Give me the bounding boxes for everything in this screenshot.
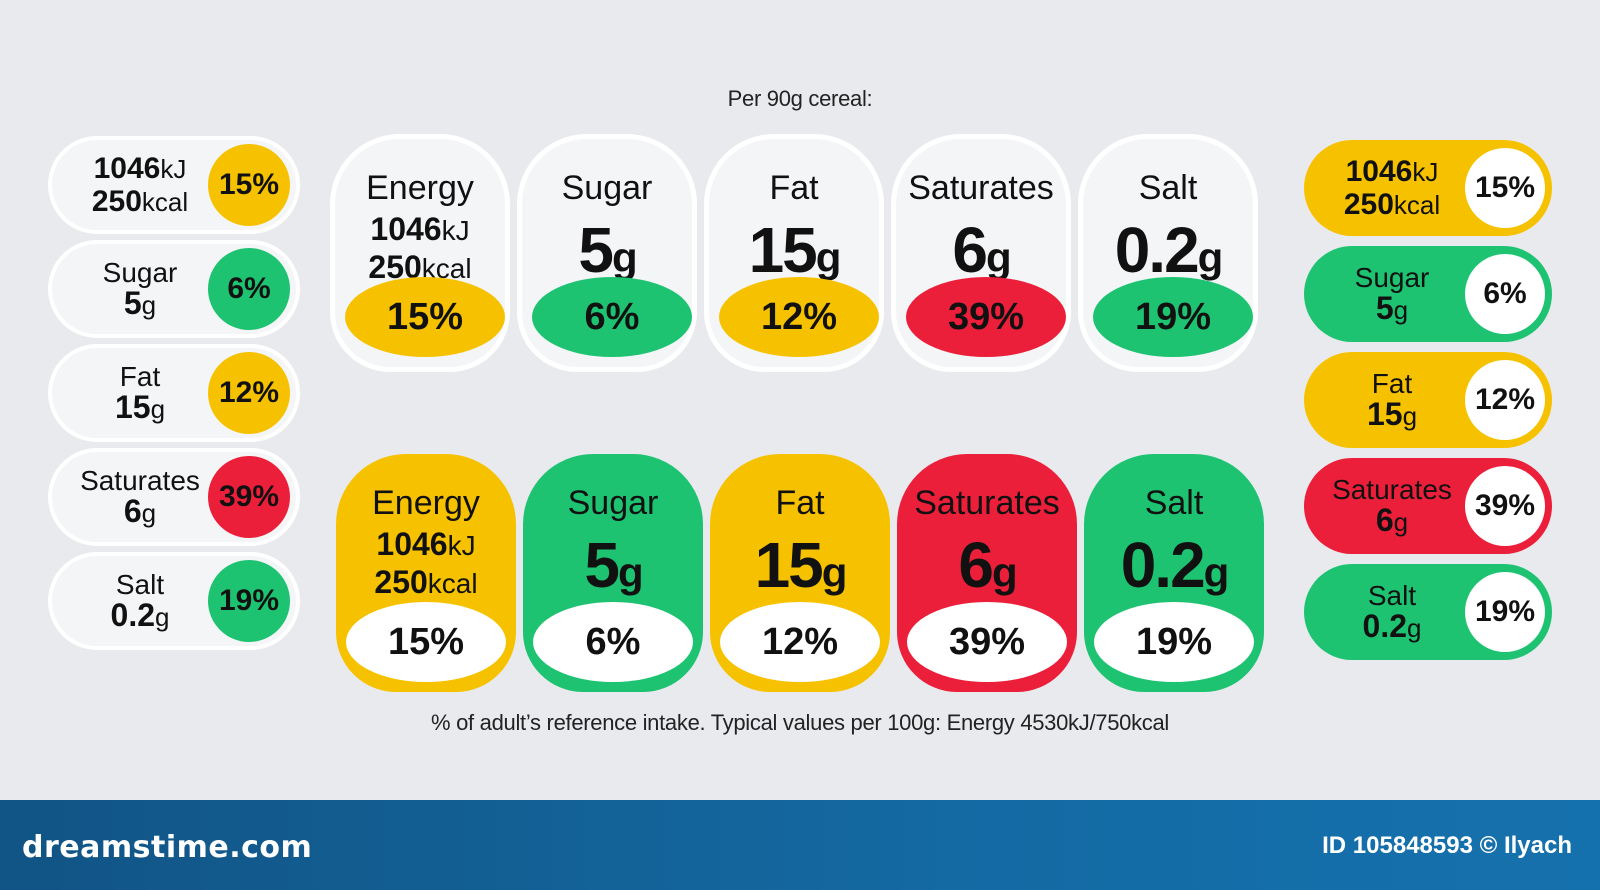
fat-percent-oval: 12% bbox=[720, 602, 880, 682]
watermark-banner: dreamstime.com ID 105848593 © Ilyach bbox=[0, 800, 1600, 890]
energy-kj: 1046kJ bbox=[93, 152, 187, 185]
outline-saturates-tile: Saturates 6g 39% bbox=[891, 134, 1071, 372]
salt-percent-oval: 19% bbox=[1093, 277, 1253, 357]
salt-value: 0.2g bbox=[1120, 529, 1230, 601]
saturates-name: Saturates bbox=[1332, 473, 1452, 505]
right-saturates-pill: Saturates 6g 39% bbox=[1304, 458, 1552, 554]
fat-value: 15g bbox=[1366, 395, 1418, 432]
saturates-name: Saturates bbox=[80, 464, 200, 496]
energy-values: 1046kJ 250kcal bbox=[368, 211, 472, 285]
fat-name: Fat bbox=[119, 360, 161, 392]
sugar-name: Sugar bbox=[561, 169, 653, 207]
outline-sugar-tile: Sugar 5g 6% bbox=[517, 134, 697, 372]
saturates-value: 6g bbox=[1375, 501, 1409, 538]
salt-value: 0.2g bbox=[1114, 214, 1224, 286]
salt-name: Salt bbox=[1144, 484, 1204, 522]
salt-name: Salt bbox=[115, 568, 165, 600]
sugar-value: 5g bbox=[123, 284, 157, 321]
sugar-name: Sugar bbox=[1354, 261, 1430, 293]
energy-name: Energy bbox=[366, 169, 474, 207]
filled-saturates-tile: Saturates 6g 39% bbox=[897, 454, 1077, 692]
fat-percent-circle: 12% bbox=[208, 352, 290, 434]
sugar-name: Sugar bbox=[567, 484, 659, 522]
energy-percent-oval: 15% bbox=[345, 277, 505, 357]
salt-name: Salt bbox=[1138, 169, 1198, 207]
sugar-value: 5g bbox=[584, 529, 643, 601]
salt-value: 0.2g bbox=[110, 596, 170, 633]
filled-fat-tile: Fat 15g 12% bbox=[710, 454, 890, 692]
saturates-percent-circle: 39% bbox=[1465, 466, 1545, 546]
energy-kj: 1046kJ bbox=[1345, 155, 1439, 188]
saturates-value: 6g bbox=[958, 529, 1017, 601]
saturates-value: 6g bbox=[123, 492, 157, 529]
filled-sugar-tile: Sugar 5g 6% bbox=[523, 454, 703, 692]
saturates-percent-circle: 39% bbox=[208, 456, 290, 538]
filled-energy-tile: Energy 1046kJ 250kcal 15% bbox=[336, 454, 516, 692]
saturates-percent-oval: 39% bbox=[907, 602, 1067, 682]
right-fat-pill: Fat 15g 12% bbox=[1304, 352, 1552, 448]
outline-salt-tile: Salt 0.2g 19% bbox=[1078, 134, 1258, 372]
sugar-percent-circle: 6% bbox=[1465, 254, 1545, 334]
energy-kcal: 250kcal bbox=[91, 185, 189, 218]
serving-caption: Per 90g cereal: bbox=[727, 86, 873, 111]
saturates-percent-oval: 39% bbox=[906, 277, 1066, 357]
fat-value: 15g bbox=[754, 529, 848, 601]
image-credit: ID 105848593 © Ilyach bbox=[1322, 832, 1572, 859]
left-fat-pill: Fat 15g 12% bbox=[48, 344, 300, 442]
saturates-value: 6g bbox=[952, 214, 1011, 286]
fat-percent-circle: 12% bbox=[1465, 360, 1545, 440]
left-salt-pill: Salt 0.2g 19% bbox=[48, 552, 300, 650]
salt-name: Salt bbox=[1367, 579, 1417, 611]
fat-value: 15g bbox=[114, 388, 166, 425]
energy-values: 1046kJ 250kcal bbox=[374, 526, 478, 600]
sugar-value: 5g bbox=[1375, 289, 1409, 326]
energy-percent-circle: 15% bbox=[1465, 148, 1545, 228]
fat-name: Fat bbox=[769, 169, 819, 207]
outline-energy-tile: Energy 1046kJ 250kcal 15% bbox=[330, 134, 510, 372]
fat-percent-oval: 12% bbox=[719, 277, 879, 357]
left-saturates-pill: Saturates 6g 39% bbox=[48, 448, 300, 546]
sugar-name: Sugar bbox=[102, 256, 178, 288]
fat-value: 15g bbox=[748, 214, 842, 286]
sugar-percent-circle: 6% bbox=[208, 248, 290, 330]
left-sugar-pill: Sugar 5g 6% bbox=[48, 240, 300, 338]
sugar-value: 5g bbox=[578, 214, 637, 286]
fat-name: Fat bbox=[1371, 367, 1413, 399]
saturates-name: Saturates bbox=[908, 169, 1054, 207]
right-salt-pill: Salt 0.2g 19% bbox=[1304, 564, 1552, 660]
right-energy-pill: 1046kJ 250kcal 15% bbox=[1304, 140, 1552, 236]
energy-name: Energy bbox=[372, 484, 480, 522]
filled-salt-tile: Salt 0.2g 19% bbox=[1084, 454, 1264, 692]
right-sugar-pill: Sugar 5g 6% bbox=[1304, 246, 1552, 342]
energy-percent-circle: 15% bbox=[208, 144, 290, 226]
salt-value: 0.2g bbox=[1362, 607, 1422, 644]
salt-percent-circle: 19% bbox=[208, 560, 290, 642]
salt-percent-circle: 19% bbox=[1465, 572, 1545, 652]
left-energy-pill: 1046kJ 250kcal 15% bbox=[48, 136, 300, 234]
energy-percent-oval: 15% bbox=[346, 602, 506, 682]
reference-intake-note: % of adult’s reference intake. Typical v… bbox=[431, 710, 1169, 735]
energy-kcal: 250kcal bbox=[1343, 188, 1441, 221]
salt-percent-oval: 19% bbox=[1094, 602, 1254, 682]
outline-fat-tile: Fat 15g 12% bbox=[704, 134, 884, 372]
sugar-percent-oval: 6% bbox=[533, 602, 693, 682]
fat-name: Fat bbox=[775, 484, 825, 522]
sugar-percent-oval: 6% bbox=[532, 277, 692, 357]
saturates-name: Saturates bbox=[914, 484, 1060, 522]
brand-logo: dreamstime.com bbox=[22, 830, 313, 865]
